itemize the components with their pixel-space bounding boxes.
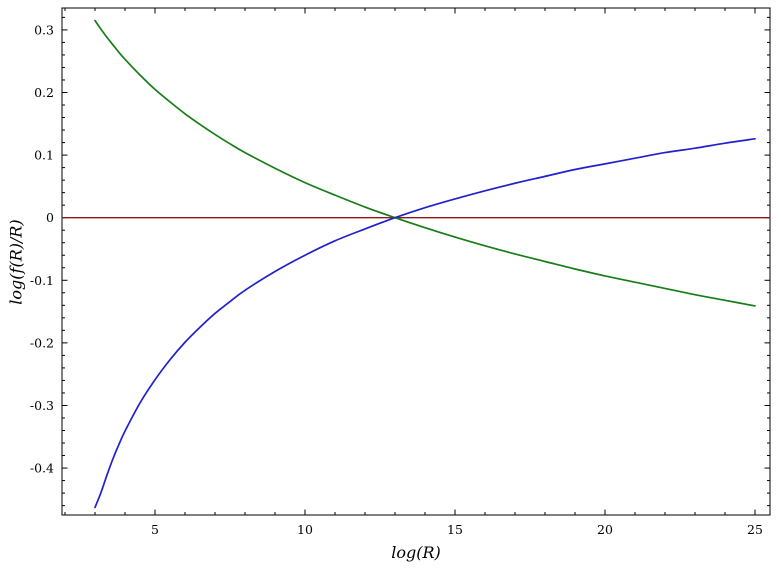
- y-tick-label: 0: [46, 210, 54, 225]
- plot-frame: [61, 7, 771, 516]
- y-tick-label: 0.1: [34, 148, 54, 163]
- y-tick-label: -0.1: [30, 273, 54, 288]
- x-tick-label: 10: [297, 522, 313, 537]
- x-tick-label: 15: [447, 522, 463, 537]
- x-tick-label: 5: [151, 522, 159, 537]
- x-axis-label: log(R): [391, 543, 441, 562]
- decreasing-curve-series: [94, 19, 756, 307]
- x-tick-label: 20: [597, 522, 613, 537]
- y-tick-label: -0.4: [30, 461, 54, 476]
- x-tick-label: 25: [747, 522, 763, 537]
- increasing-curve-series: [94, 137, 756, 509]
- y-tick-label: 0.3: [34, 22, 54, 37]
- y-tick-label: -0.3: [30, 398, 54, 413]
- y-tick-label: -0.2: [30, 335, 54, 350]
- y-axis-label: log(f(R)/R): [6, 219, 26, 305]
- y-tick-label: 0.2: [34, 85, 54, 100]
